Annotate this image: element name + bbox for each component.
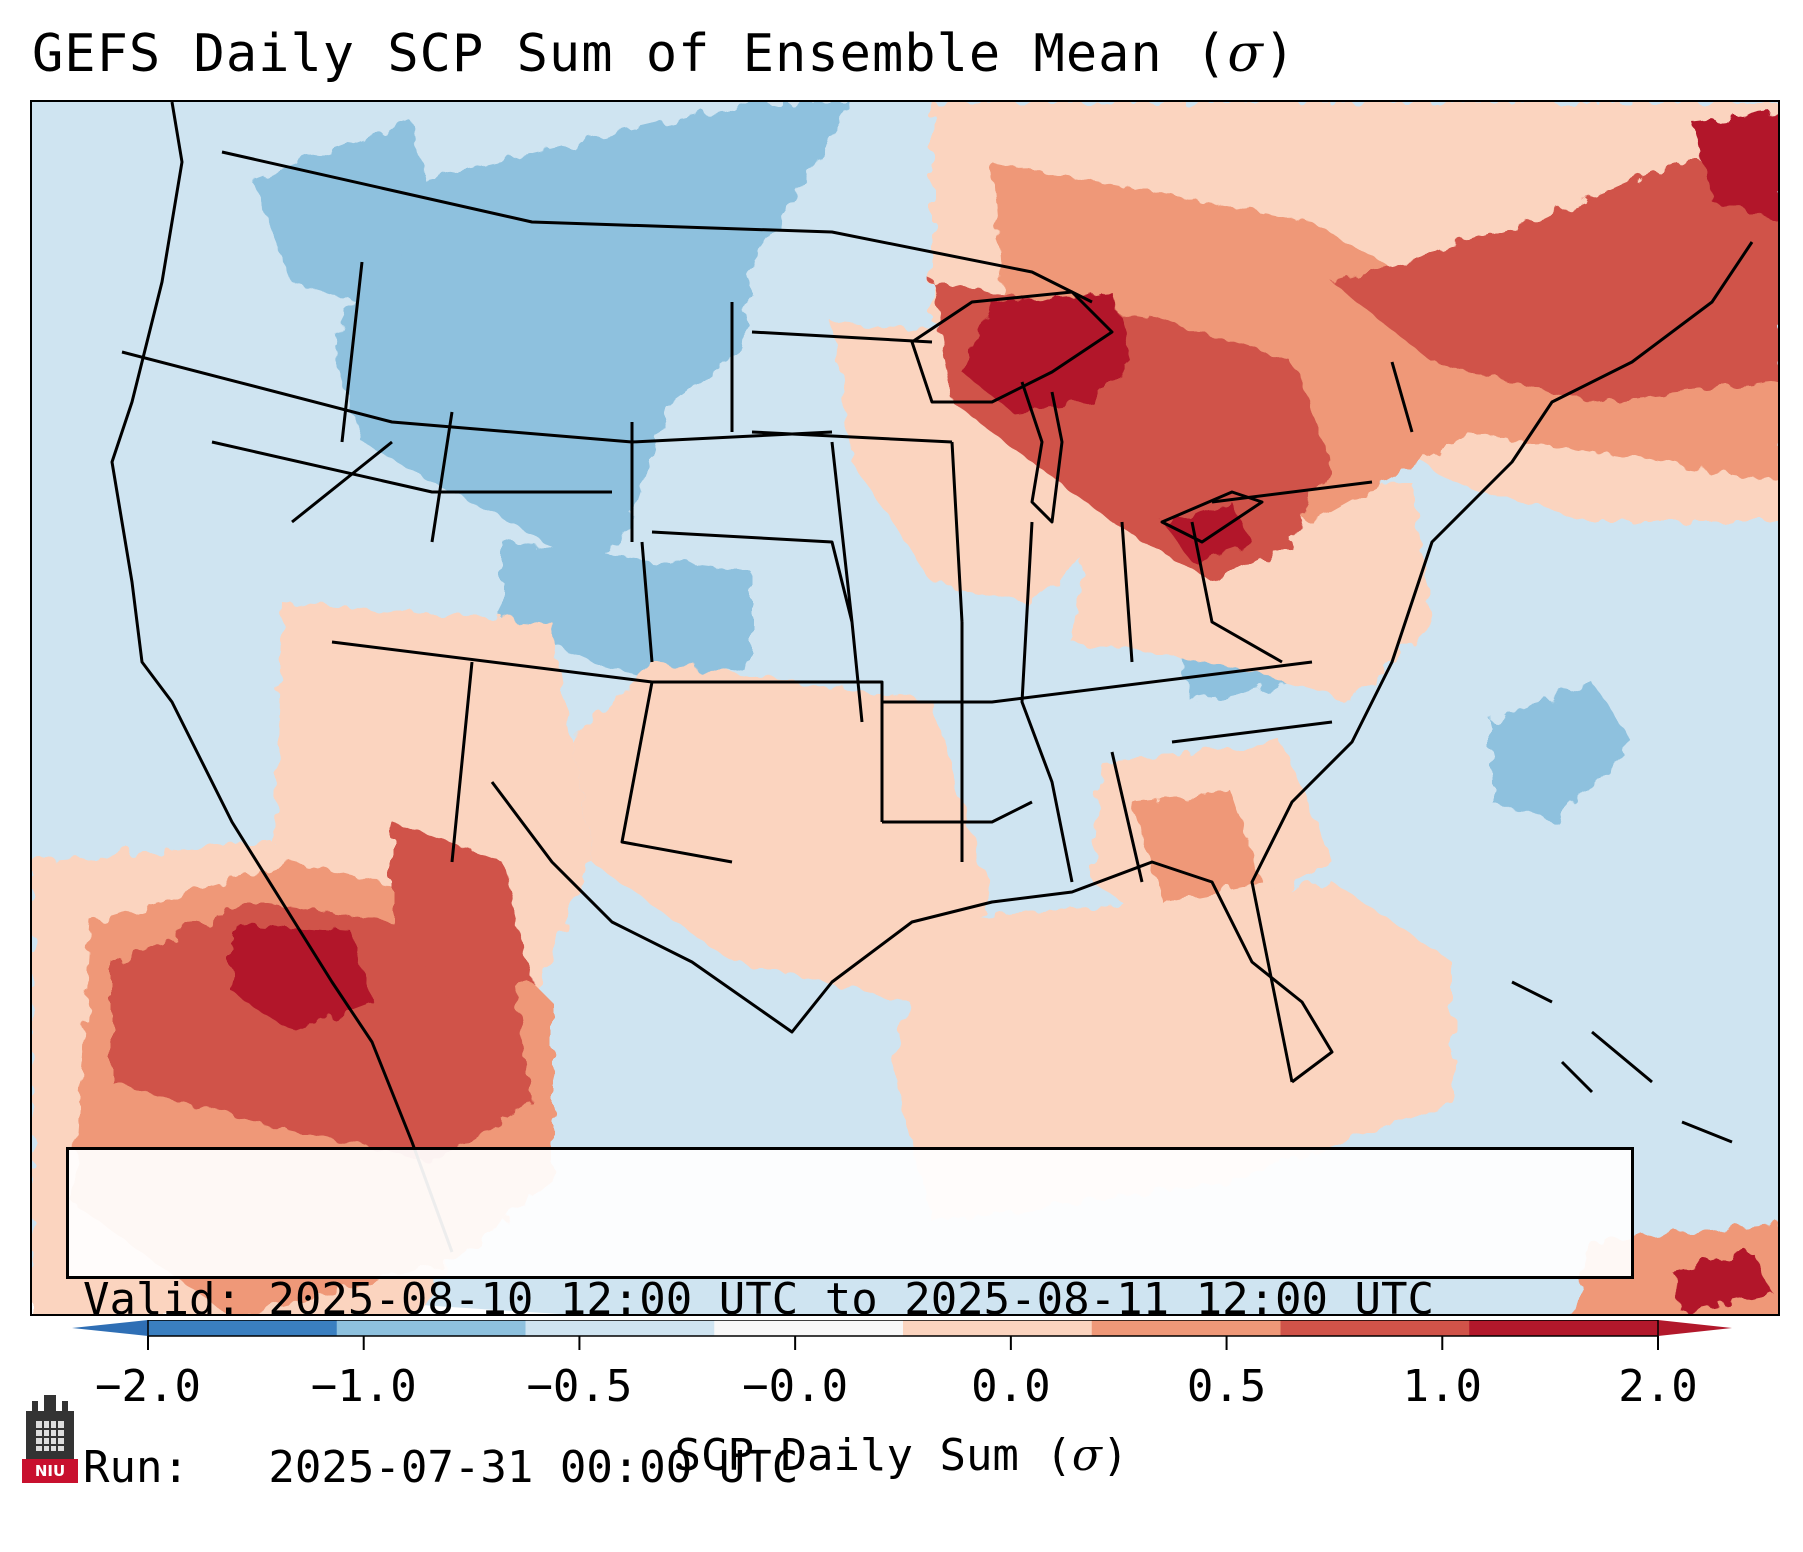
valid-line: Valid: 2025-08-10 12:00 UTC to 2025-08-1… (83, 1274, 1435, 1325)
field-baja-max (232, 922, 372, 1032)
great-lakes-outline (910, 290, 1114, 404)
colorbar-tick-label: 0.0 (971, 1361, 1051, 1412)
colorbar-segment (903, 1320, 1093, 1336)
castle-icon (26, 1395, 74, 1463)
niu-logo-text: NIU (22, 1459, 78, 1483)
field-hispaniola-max (1672, 1252, 1772, 1312)
colorbar (72, 1320, 1732, 1350)
east-coast-line (1250, 241, 1754, 1083)
colorbar-tick-label: −0.5 (526, 1361, 633, 1412)
field-michigan-max (962, 292, 1132, 412)
state-borders-2 (882, 480, 1373, 883)
field-northern-rockies (332, 102, 852, 572)
title-text: GEFS Daily SCP Sum of Ensemble Mean ( (32, 24, 1228, 84)
colorbar-segment (714, 1320, 904, 1336)
colorbar-extend-low (72, 1320, 148, 1336)
scp-field-layers (32, 102, 1778, 1314)
field-quebec-strong (1332, 162, 1778, 402)
niu-logo: NIU (22, 1393, 78, 1485)
title-close: ) (1263, 24, 1297, 84)
colorbar-tick-label: −2.0 (95, 1361, 201, 1412)
field-sonora-strong (392, 822, 532, 1002)
colorbar-outline (147, 1320, 1659, 1337)
west-coast-line (110, 102, 454, 1253)
lake-erie (1160, 490, 1264, 544)
colorbar-tick-marks (147, 1336, 1659, 1350)
colorbar-extend-high (1658, 1320, 1732, 1336)
field-colorado-negative (502, 542, 752, 692)
colorbar-tick-label: −1.0 (310, 1361, 417, 1412)
field-texas-light (572, 662, 992, 1002)
caribbean-islands (1511, 980, 1733, 1144)
gulf-coast-line (490, 781, 1334, 1084)
state-borders-3 (340, 261, 1414, 663)
colorbar-segments (148, 1320, 1659, 1336)
colorbar-segment (1091, 1320, 1281, 1336)
colorbar-label-close: ) (1101, 1430, 1129, 1481)
colorbar-tick-label: 1.0 (1402, 1361, 1483, 1412)
field-gulf-light (892, 882, 1452, 1222)
valid-run-infobox: Valid: 2025-08-10 12:00 UTC to 2025-08-1… (66, 1147, 1634, 1493)
colorbar-segment (148, 1320, 338, 1336)
colorbar-segment (1280, 1320, 1470, 1336)
title-sigma: σ (1227, 24, 1264, 84)
state-borders-1 (121, 350, 884, 864)
colorbar-label-text: SCP Daily Sum ( (674, 1430, 1072, 1481)
colorbar-segment (336, 1320, 526, 1336)
field-georgia-medium (1132, 792, 1262, 902)
colorbar-tick-label: 0.5 (1186, 1361, 1267, 1412)
colorbar-label-sigma: σ (1071, 1430, 1102, 1481)
field-lake-erie-max (1162, 502, 1252, 562)
map-canvas (32, 102, 1778, 1314)
field-ne-max (1692, 112, 1778, 221)
colorbar-tick-label: 2.0 (1618, 1361, 1698, 1412)
field-atlantic-negative (1492, 682, 1632, 822)
colorbar-label: SCP Daily Sum (σ) (0, 1428, 1803, 1484)
field-washington-negative (252, 122, 432, 302)
run-line: Run: 2025-07-31 00:00 UTC (83, 1442, 799, 1493)
boundaries (110, 102, 1754, 1253)
chart-title: GEFS Daily SCP Sum of Ensemble Mean (σ) (32, 22, 1296, 86)
colorbar-segment (1469, 1320, 1659, 1336)
colorbar-segment (525, 1320, 715, 1336)
canada-border (221, 150, 1093, 304)
lake-michigan (1020, 381, 1064, 524)
colorbar-tick-label: −0.0 (742, 1361, 849, 1412)
map-panel (30, 100, 1780, 1316)
